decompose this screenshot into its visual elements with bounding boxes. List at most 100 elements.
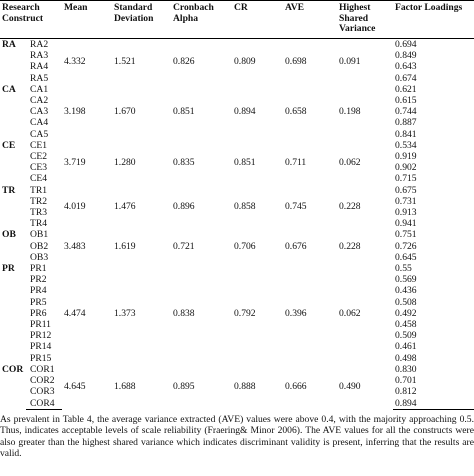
loading-cell: 0.508 [395,296,417,308]
item-cell: PR11 [30,319,51,331]
table-row: CE3 0.902 [0,162,474,173]
ave-cell: 0.666 [285,380,307,392]
table-row: RA5 0.674 [0,73,474,84]
item-cell: PR1 [30,263,47,275]
loading-cell: 0.941 [395,218,417,230]
item-cell: RA3 [30,50,49,62]
header-cell: Highest Shared Variance [337,0,393,39]
alpha-cell: 0.838 [173,307,195,319]
table-row: CA5 0.841 [0,129,474,140]
construct-cell: OB [2,229,16,241]
item-cell: PR15 [30,352,52,364]
item-cell: TR3 [30,207,48,219]
item-cell: CA4 [30,117,49,129]
header-cell: AVE [283,0,337,39]
sd-cell: 1.280 [114,156,136,168]
item-cell: OB1 [30,229,49,241]
loading-cell: 0.458 [395,319,417,331]
header-cell: Cronbach Alpha [171,0,232,39]
mean-cell: 3.483 [64,240,86,252]
construct-cell: PR [2,263,15,275]
cr-cell: 0.894 [234,106,256,118]
alpha-cell: 0.835 [173,156,195,168]
hsv-cell: 0.228 [339,240,361,252]
loading-cell: 0.731 [395,195,417,207]
table-row: CE2 0.919 [0,151,474,162]
loading-cell: 0.715 [395,173,417,185]
loading-cell: 0.675 [395,184,417,196]
loading-cell: 0.674 [395,72,417,84]
hsv-cell: 0.062 [339,156,361,168]
item-cell: CA2 [30,95,49,107]
loading-cell: 0.887 [395,117,417,129]
item-cell: TR4 [30,218,48,230]
loading-cell: 0.498 [395,352,417,364]
sd-cell: 1.521 [114,55,136,67]
alpha-cell: 0.851 [173,106,195,118]
table-row: RA RA2 4.332 1.521 0.826 0.809 0.698 0.091 0.694 [0,39,474,67]
table-row: PR12 0.509 [0,330,474,341]
item-cell: CA3 [30,106,49,118]
item-cell: OB3 [30,251,49,263]
table-row: CA4 0.887 [0,117,474,128]
loading-cell: 0.534 [395,139,417,151]
item-cell: PR2 [30,274,47,286]
construct-cell: COR [2,363,24,375]
header-cell: CR [232,0,283,39]
loading-cell: 0.645 [395,251,417,263]
loading-cell: 0.694 [395,39,417,50]
table-row: PR2 0.569 [0,274,474,285]
table-row: CA CA1 3.198 1.670 0.851 0.894 0.658 0.198 0.621 [0,83,474,117]
item-cell: CE4 [30,173,48,185]
loading-cell: 0.436 [395,285,417,297]
loading-cell: 0.615 [395,95,417,107]
ave-cell: 0.676 [285,240,307,252]
table-body: RA RA2 4.332 1.521 0.826 0.809 0.698 0.091 0.694… [0,39,474,410]
loading-cell: 0.841 [395,128,417,140]
loading-cell: 0.751 [395,229,417,241]
loading-cell: 0.701 [395,375,417,387]
table-row: PR11 0.458 [0,319,474,330]
sd-cell: 1.373 [114,307,136,319]
cr-cell: 0.858 [234,201,256,213]
results-table: Research Construct Mean Standard Deviation… [0,0,474,410]
header-cell: Factor Loadings [393,0,474,39]
item-cell: COR4 [26,397,62,410]
construct-cell: CA [2,83,16,95]
loading-cell: 0.849 [395,50,417,62]
loading-cell: 0.830 [395,363,417,375]
table-row: TR2 0.731 [0,196,474,207]
item-cell: OB2 [30,240,49,252]
table-row: OB3 0.645 [0,252,474,263]
table-row: CE4 0.715 [0,173,474,184]
loading-cell: 0.812 [395,386,417,398]
hsv-cell: 0.091 [339,55,361,67]
ave-cell: 0.658 [285,106,307,118]
item-cell: CA1 [30,83,49,95]
table-row: CE CE1 3.719 1.280 0.835 0.851 0.711 0.062 0.534 [0,139,474,168]
table-row: CA3 0.744 [0,106,474,117]
loading-cell: 0.894 [393,397,474,410]
table-header: Research Construct Mean Standard Deviation… [0,0,474,39]
mean-cell: 3.198 [64,106,86,118]
item-cell: COR1 [30,363,55,375]
item-cell: TR1 [30,184,48,196]
construct-cell: CE [2,139,16,151]
sd-cell: 1.688 [114,380,136,392]
sd-cell: 1.670 [114,106,136,118]
ave-cell: 0.396 [285,307,307,319]
table-row: OB OB1 3.483 1.619 0.721 0.706 0.676 0.228 0.751 [0,229,474,251]
loading-cell: 0.55 [395,263,412,275]
item-cell: PR6 [30,307,47,319]
table-row: RA3 0.849 [0,50,474,61]
note-paragraph: As prevalent in Table 4, the average var… [0,413,474,460]
construct-cell: RA [2,39,16,50]
loading-cell: 0.744 [395,106,417,118]
loading-cell: 0.621 [395,83,417,95]
table-row: PR5 0.508 [0,297,474,308]
hsv-cell: 0.490 [339,380,361,392]
mean-cell: 4.019 [64,201,86,213]
table-row: PR6 0.492 [0,308,474,319]
item-cell: CE1 [30,139,48,151]
